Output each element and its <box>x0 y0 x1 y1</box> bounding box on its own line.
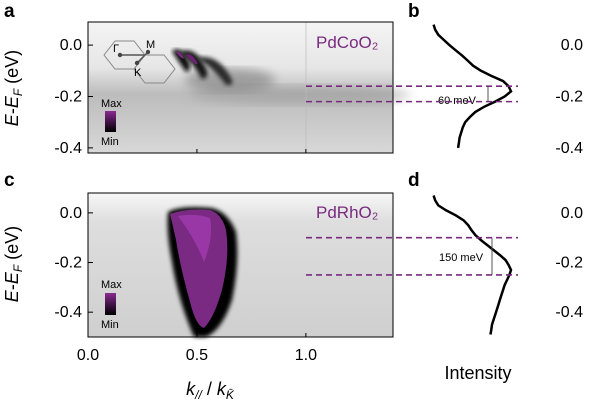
frame-a <box>87 21 394 154</box>
colorbar-min-c: Min <box>101 319 119 331</box>
yticks-d: 0.0 -0.2 -0.4 <box>555 205 583 321</box>
colorbar-a <box>105 111 116 132</box>
material-label-c: PdRhO₂ <box>316 203 378 222</box>
m-point <box>145 49 151 55</box>
colorbar-max-c: Max <box>101 279 122 291</box>
panel-letter-c: c <box>4 170 15 191</box>
frame-c <box>87 192 394 338</box>
xticks-c: 0.0 0.5 1.0 <box>77 333 317 364</box>
dashed-guides <box>306 85 518 276</box>
ytick-label: -0.2 <box>54 88 82 105</box>
panel-a: a Γ K M Max Min PdCoO₂ E-EF (eV) <box>2 1 410 157</box>
arpes-image-c <box>88 193 393 337</box>
ytick-label: 0.0 <box>561 37 583 54</box>
band-highlight-2 <box>186 54 198 65</box>
panel-letter-a: a <box>4 1 15 22</box>
ytick-label: 0.0 <box>60 205 82 222</box>
ylabel-c: E-EF (eV) <box>2 226 25 302</box>
k-label: K <box>134 67 142 79</box>
k-point <box>134 60 140 66</box>
ytick-label: -0.2 <box>54 255 82 272</box>
gamma-point <box>117 52 123 58</box>
colorbar-c <box>105 293 116 315</box>
panel-letter-d: d <box>408 170 420 191</box>
ytick-label: -0.4 <box>54 304 82 321</box>
ytick-label: -0.2 <box>555 255 583 272</box>
yticks-b: 0.0 -0.2 -0.4 <box>555 37 583 157</box>
band-highlight-1 <box>176 51 184 59</box>
colorbar-max-a: Max <box>101 98 122 110</box>
band-feature-2 <box>180 50 208 79</box>
ytick-label: -0.4 <box>54 140 82 157</box>
panel-d: d 150 meV 0.0 -0.2 -0.4 Intensity <box>408 170 583 383</box>
band-feature-1 <box>172 49 191 72</box>
yticks-c: 0.0 -0.2 -0.4 <box>54 205 93 321</box>
m-label: M <box>146 39 155 51</box>
ytick-label: -0.4 <box>555 140 583 157</box>
panel-b: b 60 meV 0.0-0.2-0.4 <box>408 1 583 157</box>
band-feature-3 <box>196 56 233 86</box>
gamma-label: Γ <box>113 43 119 55</box>
xtick-label: 1.0 <box>295 347 317 364</box>
ylabel-a: E-EF (eV) <box>2 50 25 126</box>
ytick-label: -0.4 <box>555 304 583 321</box>
band-highlight-c <box>178 214 212 262</box>
band-feature-c <box>170 209 228 328</box>
ytick-label: 0.0 <box>60 37 82 54</box>
xlabel-d: Intensity <box>444 363 511 383</box>
xtick-label: 0.5 <box>186 347 208 364</box>
panel-letter-b: b <box>408 1 420 22</box>
edc-curve-d <box>432 195 513 335</box>
ytick-label: -0.2 <box>555 88 583 105</box>
yticks-a: 0.0 -0.2 -0.4 <box>54 37 307 157</box>
k-m-path <box>136 51 149 64</box>
colorbar-min-a: Min <box>101 136 119 148</box>
panel-c: c Max Min PdRhO₂ E-EF (eV) 0.0 -0.2 -0.4 0… <box>2 170 394 402</box>
ytick-label: 0.0 <box>561 205 583 222</box>
xlabel-c: k// / kK̄ <box>186 379 235 402</box>
xtick-label: 0.0 <box>77 347 99 364</box>
material-label-a: PdCoO₂ <box>316 33 378 52</box>
bz-inset: Γ K M <box>103 39 176 84</box>
annotation-d: 150 meV <box>439 252 484 264</box>
